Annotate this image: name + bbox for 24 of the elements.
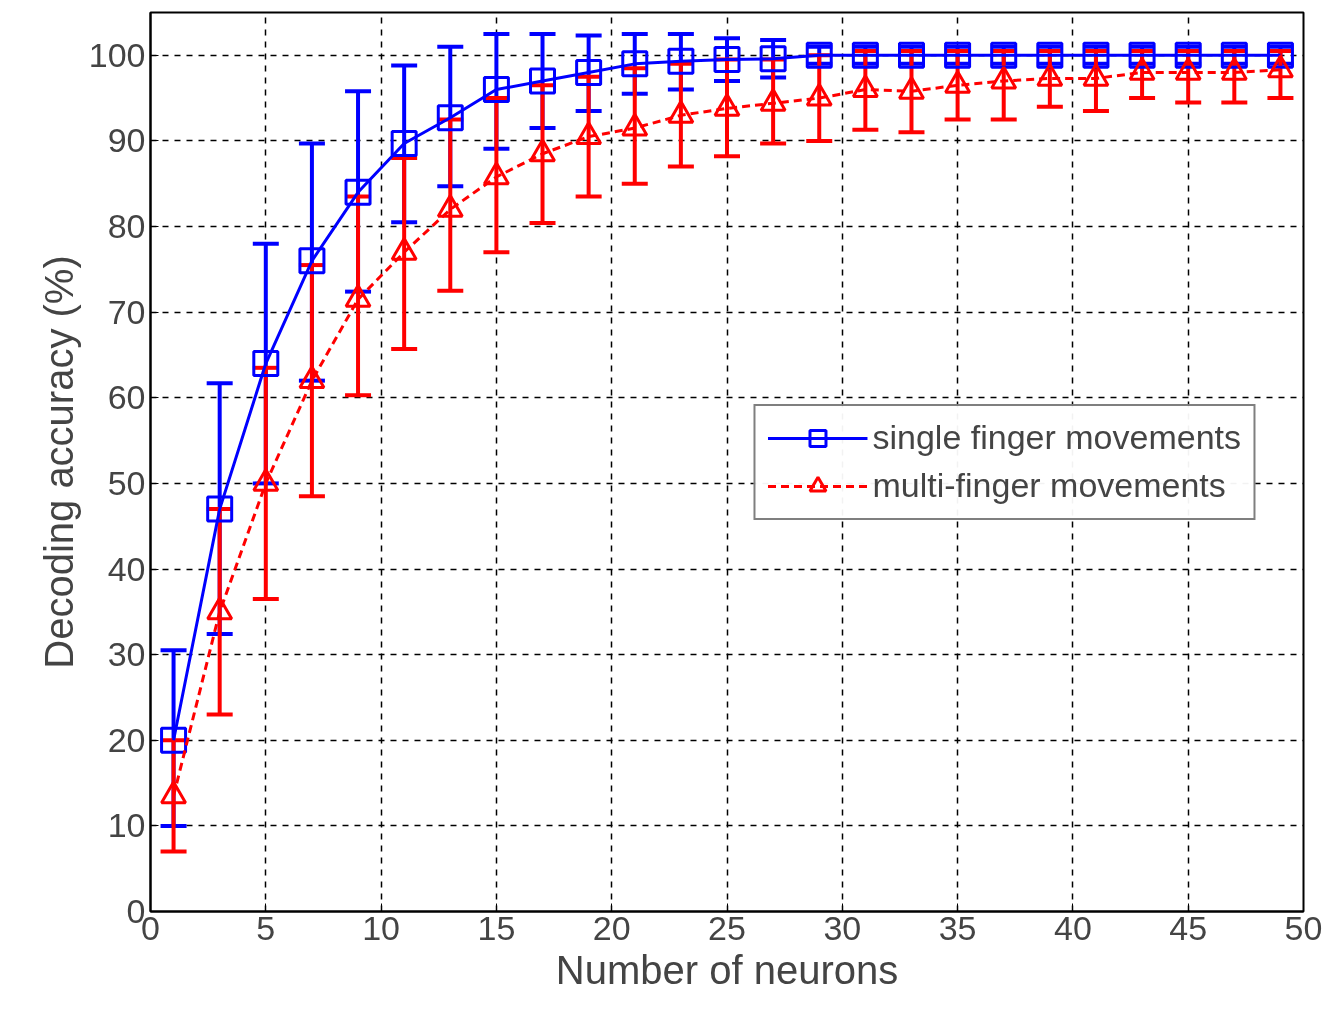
legend-label: multi-finger movements bbox=[872, 465, 1226, 506]
y-tick-label: 50 bbox=[107, 463, 146, 502]
x-tick-label: 35 bbox=[938, 908, 977, 947]
x-axis-title: Number of neurons bbox=[555, 947, 899, 992]
y-tick-label: 80 bbox=[107, 207, 146, 246]
y-tick-label: 90 bbox=[107, 121, 146, 160]
y-tick-label: 60 bbox=[107, 378, 146, 417]
y-tick-label: 20 bbox=[107, 720, 146, 759]
x-tick-label: 50 bbox=[1284, 908, 1323, 947]
x-tick-label: 25 bbox=[708, 908, 746, 947]
x-tick-label: 30 bbox=[823, 908, 862, 947]
y-tick-label: 10 bbox=[107, 806, 146, 845]
x-tick-label: 20 bbox=[592, 908, 631, 947]
x-tick-label: 15 bbox=[477, 908, 516, 947]
x-tick-label: 45 bbox=[1169, 908, 1208, 947]
y-tick-label: 70 bbox=[107, 292, 146, 331]
x-tick-label: 40 bbox=[1053, 908, 1092, 947]
y-tick-label: 30 bbox=[107, 635, 146, 674]
x-tick-label: 10 bbox=[362, 908, 401, 947]
y-axis-title: Decoding accuracy (%) bbox=[36, 255, 81, 669]
x-tick-label: 5 bbox=[256, 908, 276, 947]
y-tick-label: 100 bbox=[88, 35, 146, 74]
legend-label: single finger movements bbox=[872, 417, 1241, 458]
y-tick-label: 40 bbox=[107, 549, 146, 588]
